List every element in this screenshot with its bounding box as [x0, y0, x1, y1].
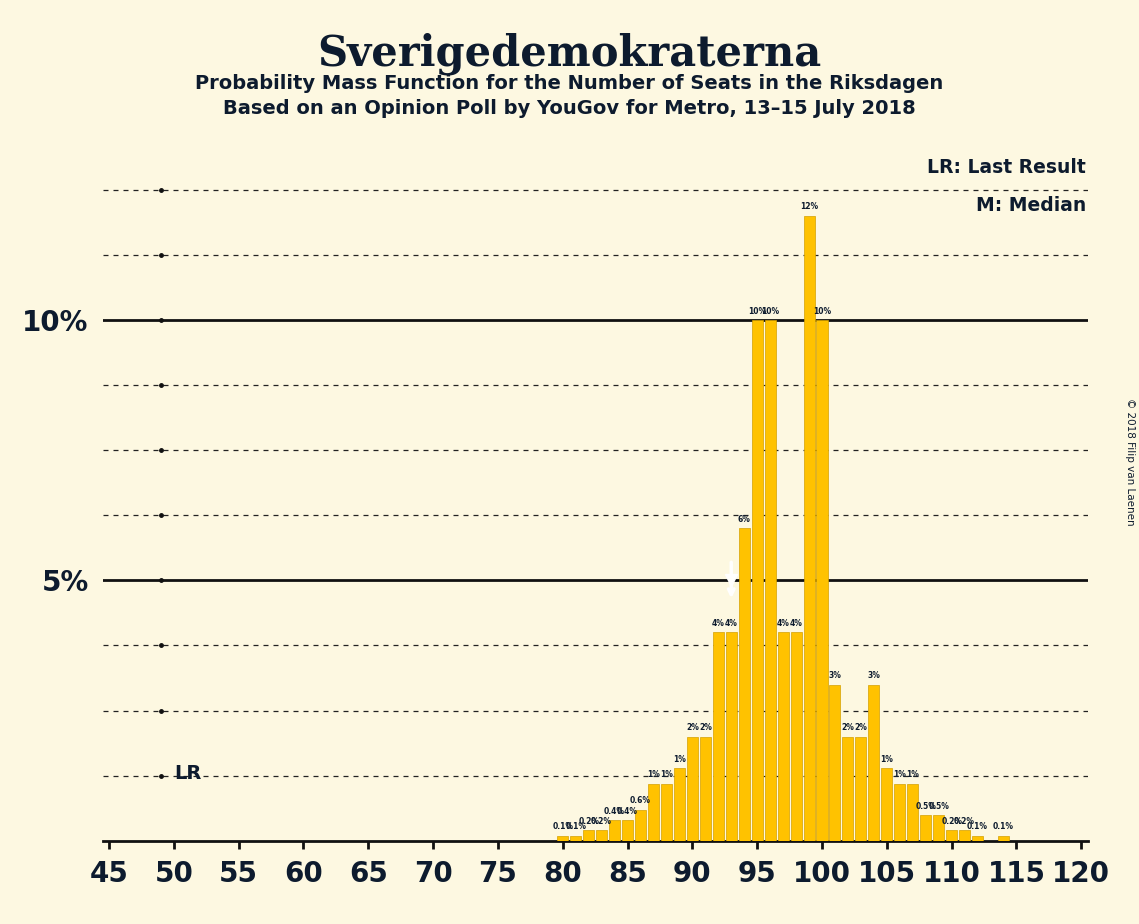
- Text: Probability Mass Function for the Number of Seats in the Riksdagen: Probability Mass Function for the Number…: [196, 74, 943, 93]
- Text: 4%: 4%: [789, 619, 803, 628]
- Bar: [609, 820, 620, 841]
- Text: 1%: 1%: [673, 755, 686, 764]
- Text: 0.4%: 0.4%: [617, 807, 638, 816]
- Text: 0.2%: 0.2%: [591, 817, 612, 826]
- Bar: [803, 215, 814, 841]
- Text: 2%: 2%: [686, 723, 699, 733]
- Text: © 2018 Filip van Laenen: © 2018 Filip van Laenen: [1125, 398, 1134, 526]
- Text: 3%: 3%: [828, 672, 842, 680]
- Bar: [790, 632, 802, 841]
- Text: 6%: 6%: [738, 515, 751, 524]
- Bar: [882, 768, 892, 841]
- Bar: [908, 784, 918, 841]
- Bar: [571, 835, 581, 841]
- Bar: [894, 784, 906, 841]
- Text: 2%: 2%: [842, 723, 854, 733]
- Text: 1%: 1%: [880, 755, 893, 764]
- Bar: [829, 685, 841, 841]
- Text: 2%: 2%: [699, 723, 712, 733]
- Text: 0.6%: 0.6%: [630, 796, 652, 806]
- Bar: [920, 815, 932, 841]
- Text: LR: LR: [174, 763, 202, 783]
- Bar: [699, 736, 711, 841]
- Bar: [933, 815, 944, 841]
- Text: 0.1%: 0.1%: [565, 822, 587, 832]
- Text: 10%: 10%: [748, 307, 767, 316]
- Bar: [583, 831, 595, 841]
- Text: Based on an Opinion Poll by YouGov for Metro, 13–15 July 2018: Based on an Opinion Poll by YouGov for M…: [223, 99, 916, 118]
- Bar: [648, 784, 659, 841]
- Text: M: Median: M: Median: [975, 197, 1085, 215]
- Bar: [713, 632, 723, 841]
- Text: 0.1%: 0.1%: [552, 822, 573, 832]
- Text: 0.5%: 0.5%: [916, 802, 936, 810]
- Bar: [855, 736, 867, 841]
- Bar: [947, 831, 957, 841]
- Text: 2%: 2%: [854, 723, 867, 733]
- Bar: [661, 784, 672, 841]
- Bar: [972, 835, 983, 841]
- Text: 12%: 12%: [800, 202, 818, 212]
- Text: 0.4%: 0.4%: [604, 807, 625, 816]
- Bar: [817, 320, 828, 841]
- Bar: [739, 529, 749, 841]
- Text: 3%: 3%: [868, 672, 880, 680]
- Text: 10%: 10%: [813, 307, 831, 316]
- Bar: [596, 831, 607, 841]
- Bar: [687, 736, 698, 841]
- Text: LR: Last Result: LR: Last Result: [927, 158, 1085, 177]
- Text: 0.1%: 0.1%: [993, 822, 1014, 832]
- Bar: [674, 768, 685, 841]
- Text: Sverigedemokraterna: Sverigedemokraterna: [318, 32, 821, 75]
- Bar: [998, 835, 1009, 841]
- Text: 1%: 1%: [659, 771, 673, 779]
- Text: 10%: 10%: [761, 307, 779, 316]
- Text: 0.5%: 0.5%: [928, 802, 949, 810]
- Bar: [752, 320, 763, 841]
- Text: 4%: 4%: [777, 619, 789, 628]
- Bar: [726, 632, 737, 841]
- Text: 1%: 1%: [907, 771, 919, 779]
- Bar: [557, 835, 568, 841]
- Text: 0.2%: 0.2%: [954, 817, 975, 826]
- Bar: [622, 820, 633, 841]
- Bar: [634, 809, 646, 841]
- Text: 4%: 4%: [724, 619, 738, 628]
- Text: 1%: 1%: [647, 771, 659, 779]
- Bar: [778, 632, 788, 841]
- Text: 1%: 1%: [893, 771, 907, 779]
- Bar: [843, 736, 853, 841]
- Text: 0.2%: 0.2%: [941, 817, 962, 826]
- Bar: [959, 831, 970, 841]
- Text: 0.1%: 0.1%: [967, 822, 988, 832]
- Bar: [764, 320, 776, 841]
- Text: 0.2%: 0.2%: [579, 817, 599, 826]
- Text: 4%: 4%: [712, 619, 724, 628]
- Bar: [868, 685, 879, 841]
